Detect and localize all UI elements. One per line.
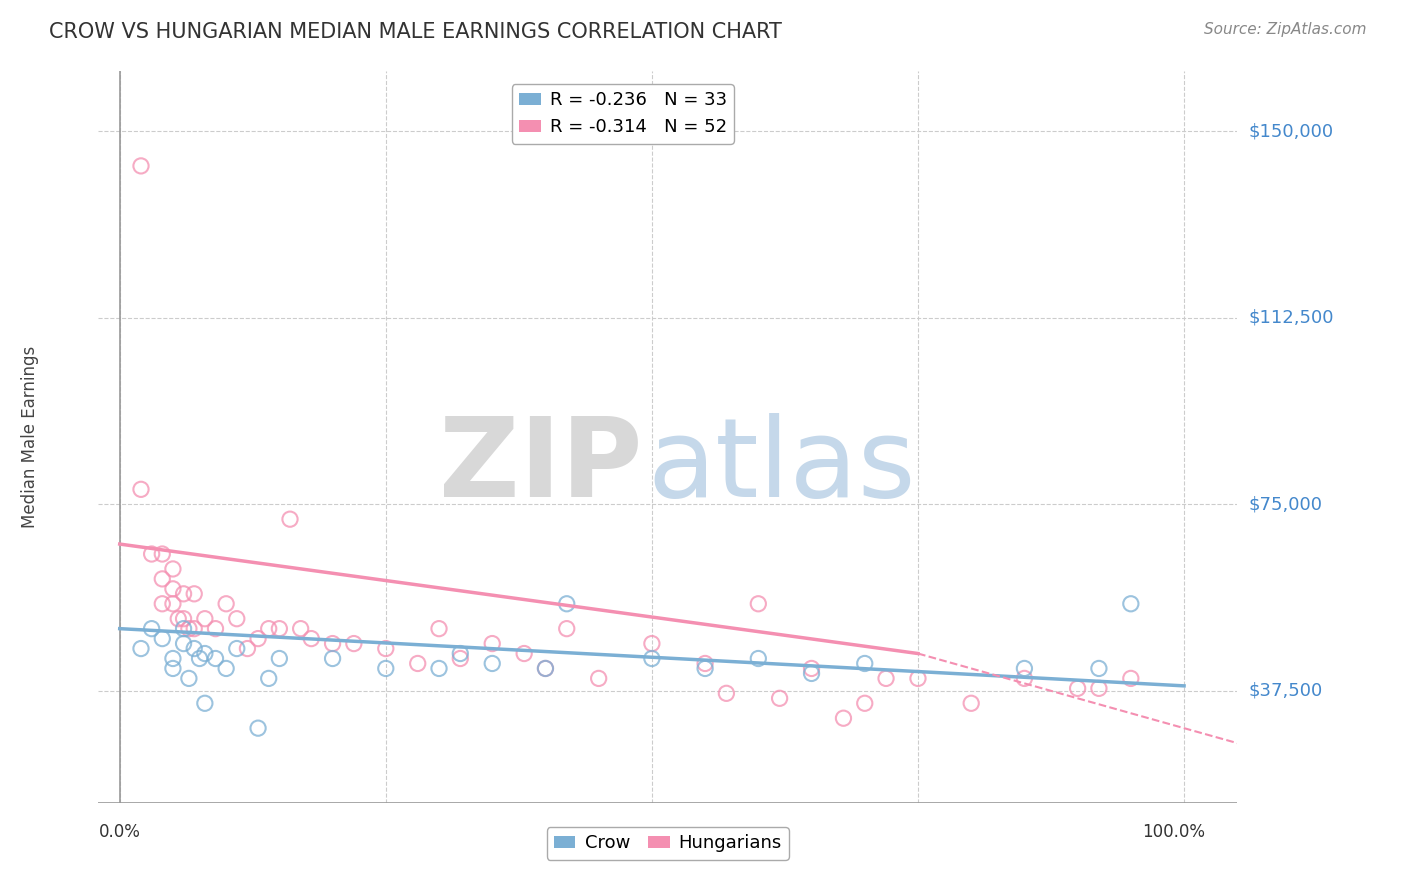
Point [641,636,664,650]
Point [800,666,823,681]
Point [162,651,184,665]
Point [481,636,503,650]
Point [1088,661,1111,675]
Point [194,612,217,626]
Text: Source: ZipAtlas.com: Source: ZipAtlas.com [1204,22,1367,37]
Point [278,512,301,526]
Point [641,651,664,665]
Point [183,587,205,601]
Point [427,661,450,675]
Text: CROW VS HUNGARIAN MEDIAN MALE EARNINGS CORRELATION CHART: CROW VS HUNGARIAN MEDIAN MALE EARNINGS C… [49,22,782,42]
Point [150,632,173,646]
Point [800,661,823,675]
Point [141,547,163,561]
Point [129,159,152,173]
Point [1014,672,1036,686]
Point [768,691,790,706]
Text: ZIP: ZIP [440,413,643,520]
Point [150,547,173,561]
Point [427,622,450,636]
Point [853,657,876,671]
Point [449,651,471,665]
Text: 100.0%: 100.0% [1142,822,1205,840]
Point [555,597,578,611]
Point [150,572,173,586]
Point [177,672,200,686]
Text: $75,000: $75,000 [1249,495,1323,513]
Point [534,661,557,675]
Point [173,636,195,650]
Text: 0.0%: 0.0% [98,822,141,840]
Point [162,562,184,576]
Point [194,696,217,710]
Point [129,641,152,656]
Point [693,661,716,675]
Point [449,647,471,661]
Text: $37,500: $37,500 [1249,681,1323,700]
Point [716,686,738,700]
Point [374,661,396,675]
Point [322,636,344,650]
Point [129,483,152,497]
Point [215,661,238,675]
Point [204,651,226,665]
Point [141,622,163,636]
Point [173,612,195,626]
Point [1066,681,1088,696]
Point [225,641,247,656]
Point [257,672,280,686]
Point [299,632,322,646]
Point [343,636,366,650]
Point [853,696,876,710]
Point [588,672,610,686]
Point [257,622,280,636]
Point [167,612,190,626]
Point [177,622,200,636]
Point [960,696,983,710]
Point [907,672,929,686]
Text: $150,000: $150,000 [1249,122,1333,140]
Point [269,622,291,636]
Legend: Crow, Hungarians: Crow, Hungarians [547,827,789,860]
Point [1119,672,1142,686]
Point [290,622,312,636]
Point [875,672,897,686]
Text: atlas: atlas [647,413,915,520]
Point [747,651,769,665]
Point [1119,597,1142,611]
Text: $112,500: $112,500 [1249,309,1334,326]
Point [247,632,270,646]
Point [194,647,217,661]
Point [150,597,173,611]
Point [183,641,205,656]
Point [1014,661,1036,675]
Point [162,582,184,596]
Point [225,612,247,626]
Text: Median Male Earnings: Median Male Earnings [21,346,39,528]
Point [406,657,429,671]
Point [374,641,396,656]
Point [481,657,503,671]
Point [832,711,855,725]
Point [204,622,226,636]
Point [173,622,195,636]
Point [1088,681,1111,696]
Point [322,651,344,665]
Point [513,647,536,661]
Point [747,597,769,611]
Point [173,587,195,601]
Point [236,641,259,656]
Point [693,657,716,671]
Point [215,597,238,611]
Point [534,661,557,675]
Point [162,661,184,675]
Point [188,651,211,665]
Point [183,622,205,636]
Point [555,622,578,636]
Point [162,597,184,611]
Point [269,651,291,665]
Point [247,721,270,735]
